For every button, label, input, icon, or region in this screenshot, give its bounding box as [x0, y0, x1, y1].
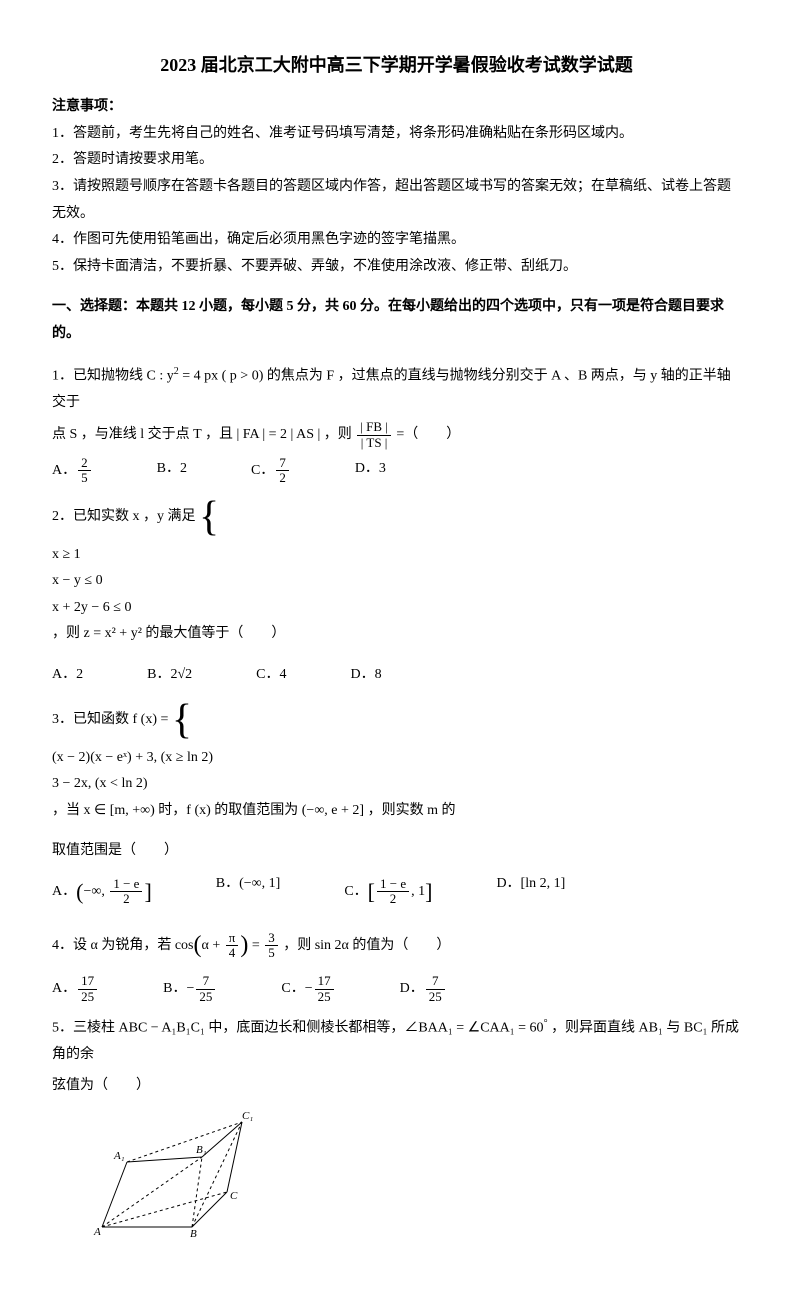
q4-rhs-num: 3 [265, 931, 278, 946]
q3-opt-a-txt: −∞, [83, 884, 108, 899]
note-2: 2．答题时请按要求用笔。 [52, 147, 741, 174]
q2-opt-b: B．2√2 [147, 662, 192, 689]
q1-opt-c-den: 2 [276, 471, 289, 485]
label-B: B [190, 1228, 197, 1237]
q4-opt-d: D．725 [400, 974, 447, 1004]
q2-sys-3: x + 2y − 6 ≤ 0 [52, 595, 741, 622]
note-4: 4．作图可先使用铅笔画出，确定后必须用黑色字迹的签字笔描黑。 [52, 227, 741, 254]
label-C1: C₁ [242, 1110, 253, 1122]
q3-text-a: 3．已知函数 f (x) = [52, 712, 172, 727]
note-5: 5．保持卡面清洁，不要折暴、不要弄破、弄皱，不准使用涂改液、修正带、刮纸刀。 [52, 254, 741, 281]
q3-opt-c-label: C． [344, 884, 367, 899]
brace-icon: { [172, 699, 192, 741]
q5-figure: A B C A₁ B₁ C₁ [92, 1107, 741, 1248]
q3-opt-b: B．(−∞, 1] [216, 871, 281, 913]
q3-text-c: 取值范围是（ ） [52, 838, 741, 865]
q2-opt-d: D．8 [351, 662, 382, 689]
q4-opt-b-label: B．− [163, 981, 194, 996]
q2-opt-c: C．4 [256, 662, 286, 689]
q1-opt-a: A．25 [52, 456, 93, 486]
q3-opt-a: A．(−∞, 1 − e2] [52, 871, 152, 913]
question-5: 5．三棱柱 ABC − A₁B₁C₁ 中，底面边长和侧棱长都相等，∠BAA₁ =… [52, 1014, 741, 1248]
q4-eq: = [248, 938, 263, 953]
q4-opt-d-num: 7 [426, 974, 445, 989]
q3-opt-c-txt: , 1 [411, 884, 425, 899]
q4-text-b: ，则 sin 2α 的值为（ ） [280, 938, 451, 953]
q1-frac: | FB | | TS | [357, 420, 391, 450]
q1-options: A．25 B．2 C．72 D．3 [52, 456, 741, 486]
note-1: 1．答题前，考生先将自己的姓名、准考证号码填写清楚，将条形码准确粘贴在条形码区域… [52, 121, 741, 148]
q4-rhs-den: 5 [265, 946, 278, 960]
question-3: 3．已知函数 f (x) = { (x − 2)(x − eˣ) + 3, (x… [52, 699, 741, 913]
q1-opt-c-label: C． [251, 463, 274, 478]
prism-diagram: A B C A₁ B₁ C₁ [92, 1107, 262, 1237]
question-2: 2．已知实数 x ，y 满足 { x ≥ 1 x − y ≤ 0 x + 2y … [52, 496, 741, 689]
q4-opt-b: B．−725 [163, 974, 217, 1004]
q1-text-c: 点 S ，与准线 l 交于点 T ，且 | FA | = 2 | AS | ，则 [52, 427, 355, 442]
q3-opt-c-num: 1 − e [377, 877, 409, 892]
q3-opt-a-den: 2 [110, 892, 142, 906]
label-C: C [230, 1190, 238, 1202]
q1-text-d: =（ ） [396, 427, 460, 442]
q3-opt-d: D．[ln 2, 1] [496, 871, 565, 913]
q4-text-a: 4．设 α 为锐角，若 cos [52, 938, 194, 953]
q1-opt-b: B．2 [157, 456, 187, 486]
q4-opt-a-label: A． [52, 981, 76, 996]
bracket-open-icon: [ [368, 879, 375, 904]
q1-opt-c-num: 7 [276, 456, 289, 471]
q1-opt-d: D．3 [355, 456, 386, 486]
q4-inner-num: π [226, 931, 239, 946]
q1-opt-a-num: 2 [78, 456, 91, 471]
q5-text-a: 5．三棱柱 ABC − A₁B₁C₁ 中，底面边长和侧棱长都相等，∠BAA₁ =… [52, 1021, 544, 1036]
q4-opt-b-den: 25 [196, 990, 215, 1004]
question-4: 4．设 α 为锐角，若 cos(α + π4) = 35 ，则 sin 2α 的… [52, 923, 741, 1004]
q3-text-b: ，当 x ∈ [m, +∞) 时，f (x) 的取值范围为 (−∞, e + 2… [52, 803, 455, 818]
bracket-close-icon: ] [425, 879, 432, 904]
q3-opt-a-num: 1 − e [110, 877, 142, 892]
q4-inner-den: 4 [226, 946, 239, 960]
q1-opt-a-den: 5 [78, 471, 91, 485]
q3-opt-c-den: 2 [377, 892, 409, 906]
q4-opt-a-den: 25 [78, 990, 97, 1004]
q2-sys-1: x ≥ 1 [52, 542, 741, 569]
notes-label: 注意事项： [52, 94, 741, 121]
note-3: 3．请按照题号顺序在答题卡各题目的答题区域内作答，超出答题区域书写的答案无效；在… [52, 174, 741, 227]
q2-text-a: 2．已知实数 x ，y 满足 [52, 509, 199, 524]
q1-opt-a-label: A． [52, 463, 76, 478]
q1-frac-num: | FB | [357, 420, 391, 435]
q2-text-b: ，则 z = x² + y² 的最大值等于（ ） [52, 626, 285, 641]
q4-opt-c-num: 17 [315, 974, 334, 989]
q4-opt-c-label: C．− [281, 981, 312, 996]
q4-opt-d-label: D． [400, 981, 424, 996]
paren-open-icon: ( [194, 932, 202, 958]
q1-frac-den: | TS | [357, 436, 391, 450]
q2-opt-a: A．2 [52, 662, 83, 689]
q4-opt-a-num: 17 [78, 974, 97, 989]
q4-opt-a: A．1725 [52, 974, 99, 1004]
q3-opt-c: C．[1 − e2, 1] [344, 871, 432, 913]
q5-text-c: 弦值为（ ） [52, 1073, 741, 1100]
q4-opt-c-den: 25 [315, 990, 334, 1004]
label-B1: B₁ [196, 1144, 207, 1156]
q1-opt-c: C．72 [251, 456, 291, 486]
q3-options: A．(−∞, 1 − e2] B．(−∞, 1] C．[1 − e2, 1] D… [52, 871, 741, 913]
q3-sys-2: 3 − 2x, (x < ln 2) [52, 771, 741, 798]
q4-opt-b-num: 7 [196, 974, 215, 989]
q4-opt-d-den: 25 [426, 990, 445, 1004]
section-1-heading: 一、选择题：本题共 12 小题，每小题 5 分，共 60 分。在每小题给出的四个… [52, 294, 741, 347]
q4-inner-a: α + [202, 938, 224, 953]
page-title: 2023 届北京工大附中高三下学期开学暑假验收考试数学试题 [52, 48, 741, 82]
q2-sys-2: x − y ≤ 0 [52, 568, 741, 595]
q4-options: A．1725 B．−725 C．−1725 D．725 [52, 974, 741, 1004]
label-A1: A₁ [113, 1150, 125, 1162]
q1-text-a: 1．已知抛物线 C : y [52, 368, 174, 383]
q4-opt-c: C．−1725 [281, 974, 335, 1004]
q2-options: A．2 B．2√2 C．4 D．8 [52, 662, 741, 689]
bracket-close-icon: ] [144, 879, 151, 904]
question-1: 1．已知抛物线 C : y2 = 4 px ( p > 0) 的焦点为 F ，过… [52, 362, 741, 486]
brace-icon: { [199, 496, 219, 538]
q3-opt-a-label: A． [52, 884, 76, 899]
label-A: A [93, 1226, 101, 1237]
q3-sys-1: (x − 2)(x − eˣ) + 3, (x ≥ ln 2) [52, 745, 741, 772]
